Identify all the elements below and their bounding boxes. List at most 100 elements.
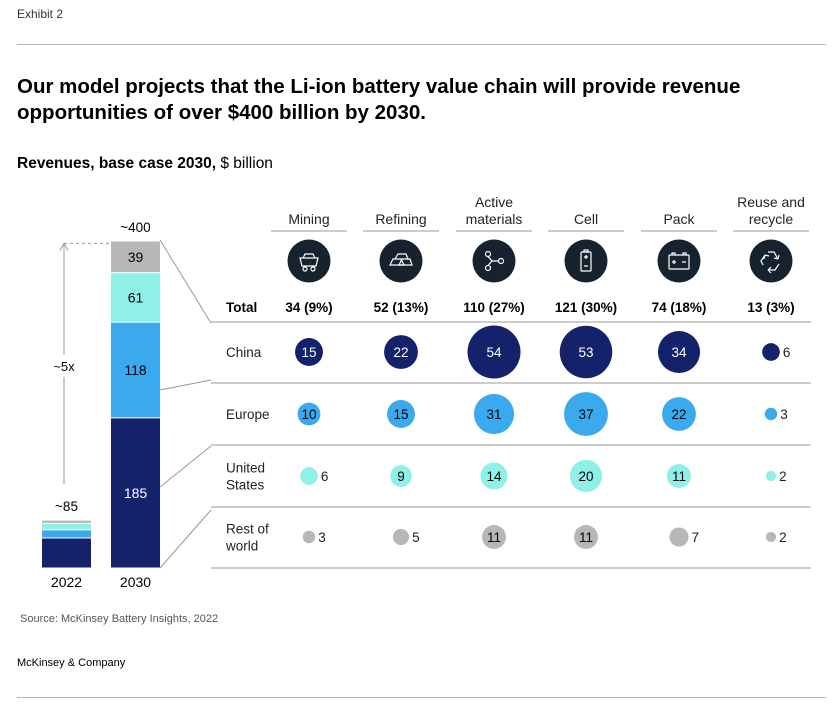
bar-segment-rest-of-world-2022 (42, 520, 91, 523)
bar-segment-china-2030 (111, 418, 160, 568)
column-header-active-materials-line2: materials (466, 211, 523, 227)
bubble-label-rest-of-world-mining: 3 (318, 530, 326, 545)
bubble-label-europe-active-materials: 31 (486, 407, 501, 422)
source-note: Source: McKinsey Battery Insights, 2022 (20, 613, 219, 625)
total-value-active-materials: 110 (27%) (463, 300, 525, 315)
bar-label-rest-of-world-2030: 39 (128, 249, 144, 265)
recycle-icon-stroke (760, 251, 780, 274)
total-value-mining: 34 (9%) (285, 300, 332, 315)
bubble-europe-pack (662, 397, 696, 431)
bubble-label-china-active-materials: 54 (486, 345, 502, 360)
battery-cell-icon (564, 239, 608, 283)
row-label-europe: Europe (226, 407, 270, 422)
bar-label-china-2030: 185 (124, 485, 148, 501)
row-label-united-states-line2: States (226, 478, 265, 493)
brand-name: McKinsey & Company (17, 657, 126, 669)
bubble-china-refining (384, 335, 418, 369)
page-title: Our model projects that the Li-ion batte… (17, 75, 741, 124)
column-header-refining: Refining (375, 211, 426, 227)
mining-cart-icon (287, 239, 331, 283)
bubble-label-europe-pack: 22 (671, 407, 686, 422)
row-label-united-states: United (226, 461, 265, 476)
bubble-china-pack (657, 330, 701, 374)
bubble-rest-of-world-reuse-and-recycle (765, 531, 777, 543)
row-label-china: China (226, 345, 262, 360)
bubble-china-mining (295, 338, 323, 366)
column-header-pack: Pack (663, 211, 695, 227)
bubble-rest-of-world-cell (574, 525, 598, 549)
subtitle-unit: $ billion (216, 155, 273, 172)
subtitle-bold: Revenues, base case 2030, (17, 155, 217, 172)
bubble-label-united-states-refining: 9 (397, 469, 405, 484)
x-tick-2030: 2030 (120, 574, 151, 590)
bubble-europe-cell (564, 392, 608, 436)
row-label-rest-of-world-line2: world (225, 539, 258, 554)
battery-pack-icon-stroke (671, 252, 687, 264)
recycle-icon-bg (749, 239, 793, 283)
bar-segment-rest-of-world-2030 (111, 241, 160, 273)
connector-line-2 (159, 445, 212, 488)
mining-cart-icon-stroke (302, 253, 316, 259)
bubble-united-states-active-materials (480, 462, 508, 490)
bubble-label-china-reuse-and-recycle: 6 (783, 345, 791, 360)
battery-cell-icon-stroke (584, 255, 588, 267)
bubble-label-china-refining: 22 (393, 345, 408, 360)
bubble-europe-mining (297, 402, 321, 426)
bubble-label-rest-of-world-refining: 5 (412, 530, 420, 545)
recycle-icon (749, 239, 793, 283)
bubble-europe-reuse-and-recycle (764, 407, 778, 421)
total-value-cell: 121 (30%) (555, 300, 617, 315)
bubble-label-united-states-active-materials: 14 (486, 469, 502, 484)
chart-subtitle: Revenues, base case 2030, $ billion (17, 155, 273, 173)
bubble-label-united-states-mining: 6 (321, 469, 329, 484)
total-value-pack: 74 (18%) (652, 300, 707, 315)
bar-total-2030: ~400 (120, 220, 150, 235)
bubble-label-rest-of-world-cell: 11 (579, 530, 593, 545)
bar-label-united-states-2030: 61 (128, 289, 144, 305)
mining-cart-icon-stroke (299, 257, 319, 267)
battery-cell-icon-stroke (583, 249, 589, 253)
bubble-united-states-cell (569, 459, 603, 493)
battery-pack-icon-stroke (668, 254, 690, 270)
connector-line-3 (159, 509, 212, 569)
bubble-europe-active-materials (473, 393, 515, 435)
bubble-china-reuse-and-recycle (762, 343, 780, 361)
bubble-label-china-mining: 15 (301, 345, 316, 360)
bubble-label-china-cell: 53 (578, 345, 593, 360)
bubble-china-cell (559, 325, 613, 379)
growth-label-bg (42, 355, 88, 377)
bar-segment-europe-2022 (42, 530, 91, 538)
bar-segment-united-states-2022 (42, 523, 91, 530)
bar-label-europe-2030: 118 (124, 362, 147, 378)
bubble-label-europe-refining: 15 (393, 407, 408, 422)
top-divider (17, 44, 826, 45)
connector-line-0 (159, 239, 212, 324)
column-header-active-materials: Active (475, 194, 513, 210)
mining-cart-icon-stroke (302, 266, 308, 272)
x-tick-2022: 2022 (51, 574, 82, 590)
battery-pack-icon (657, 239, 701, 283)
ingots-icon (379, 239, 423, 283)
bubble-united-states-pack (667, 464, 691, 488)
column-header-reuse-and-recycle-line2: recycle (749, 211, 794, 227)
connector-line-1 (159, 379, 212, 391)
ingots-icon-stroke (398, 258, 413, 266)
bubble-united-states-refining (390, 465, 412, 487)
bar-segment-europe-2030 (111, 322, 160, 418)
bar-total-2022: ~85 (55, 499, 78, 514)
bubble-label-europe-cell: 37 (578, 407, 593, 422)
molecule-icon-stroke (487, 256, 499, 266)
bubble-label-rest-of-world-reuse-and-recycle: 2 (779, 530, 787, 545)
bubble-label-china-pack: 34 (671, 345, 687, 360)
column-header-cell: Cell (574, 211, 598, 227)
bubble-label-europe-reuse-and-recycle: 3 (780, 407, 788, 422)
bubble-label-rest-of-world-pack: 7 (692, 530, 700, 545)
bubble-label-united-states-reuse-and-recycle: 2 (779, 469, 787, 484)
column-header-mining: Mining (288, 211, 329, 227)
bubble-label-europe-mining: 10 (301, 407, 316, 422)
row-label-rest-of-world: Rest of (226, 522, 269, 537)
growth-arrow-head (59, 242, 69, 251)
bubble-rest-of-world-pack (669, 527, 689, 547)
molecule-icon (472, 239, 516, 283)
